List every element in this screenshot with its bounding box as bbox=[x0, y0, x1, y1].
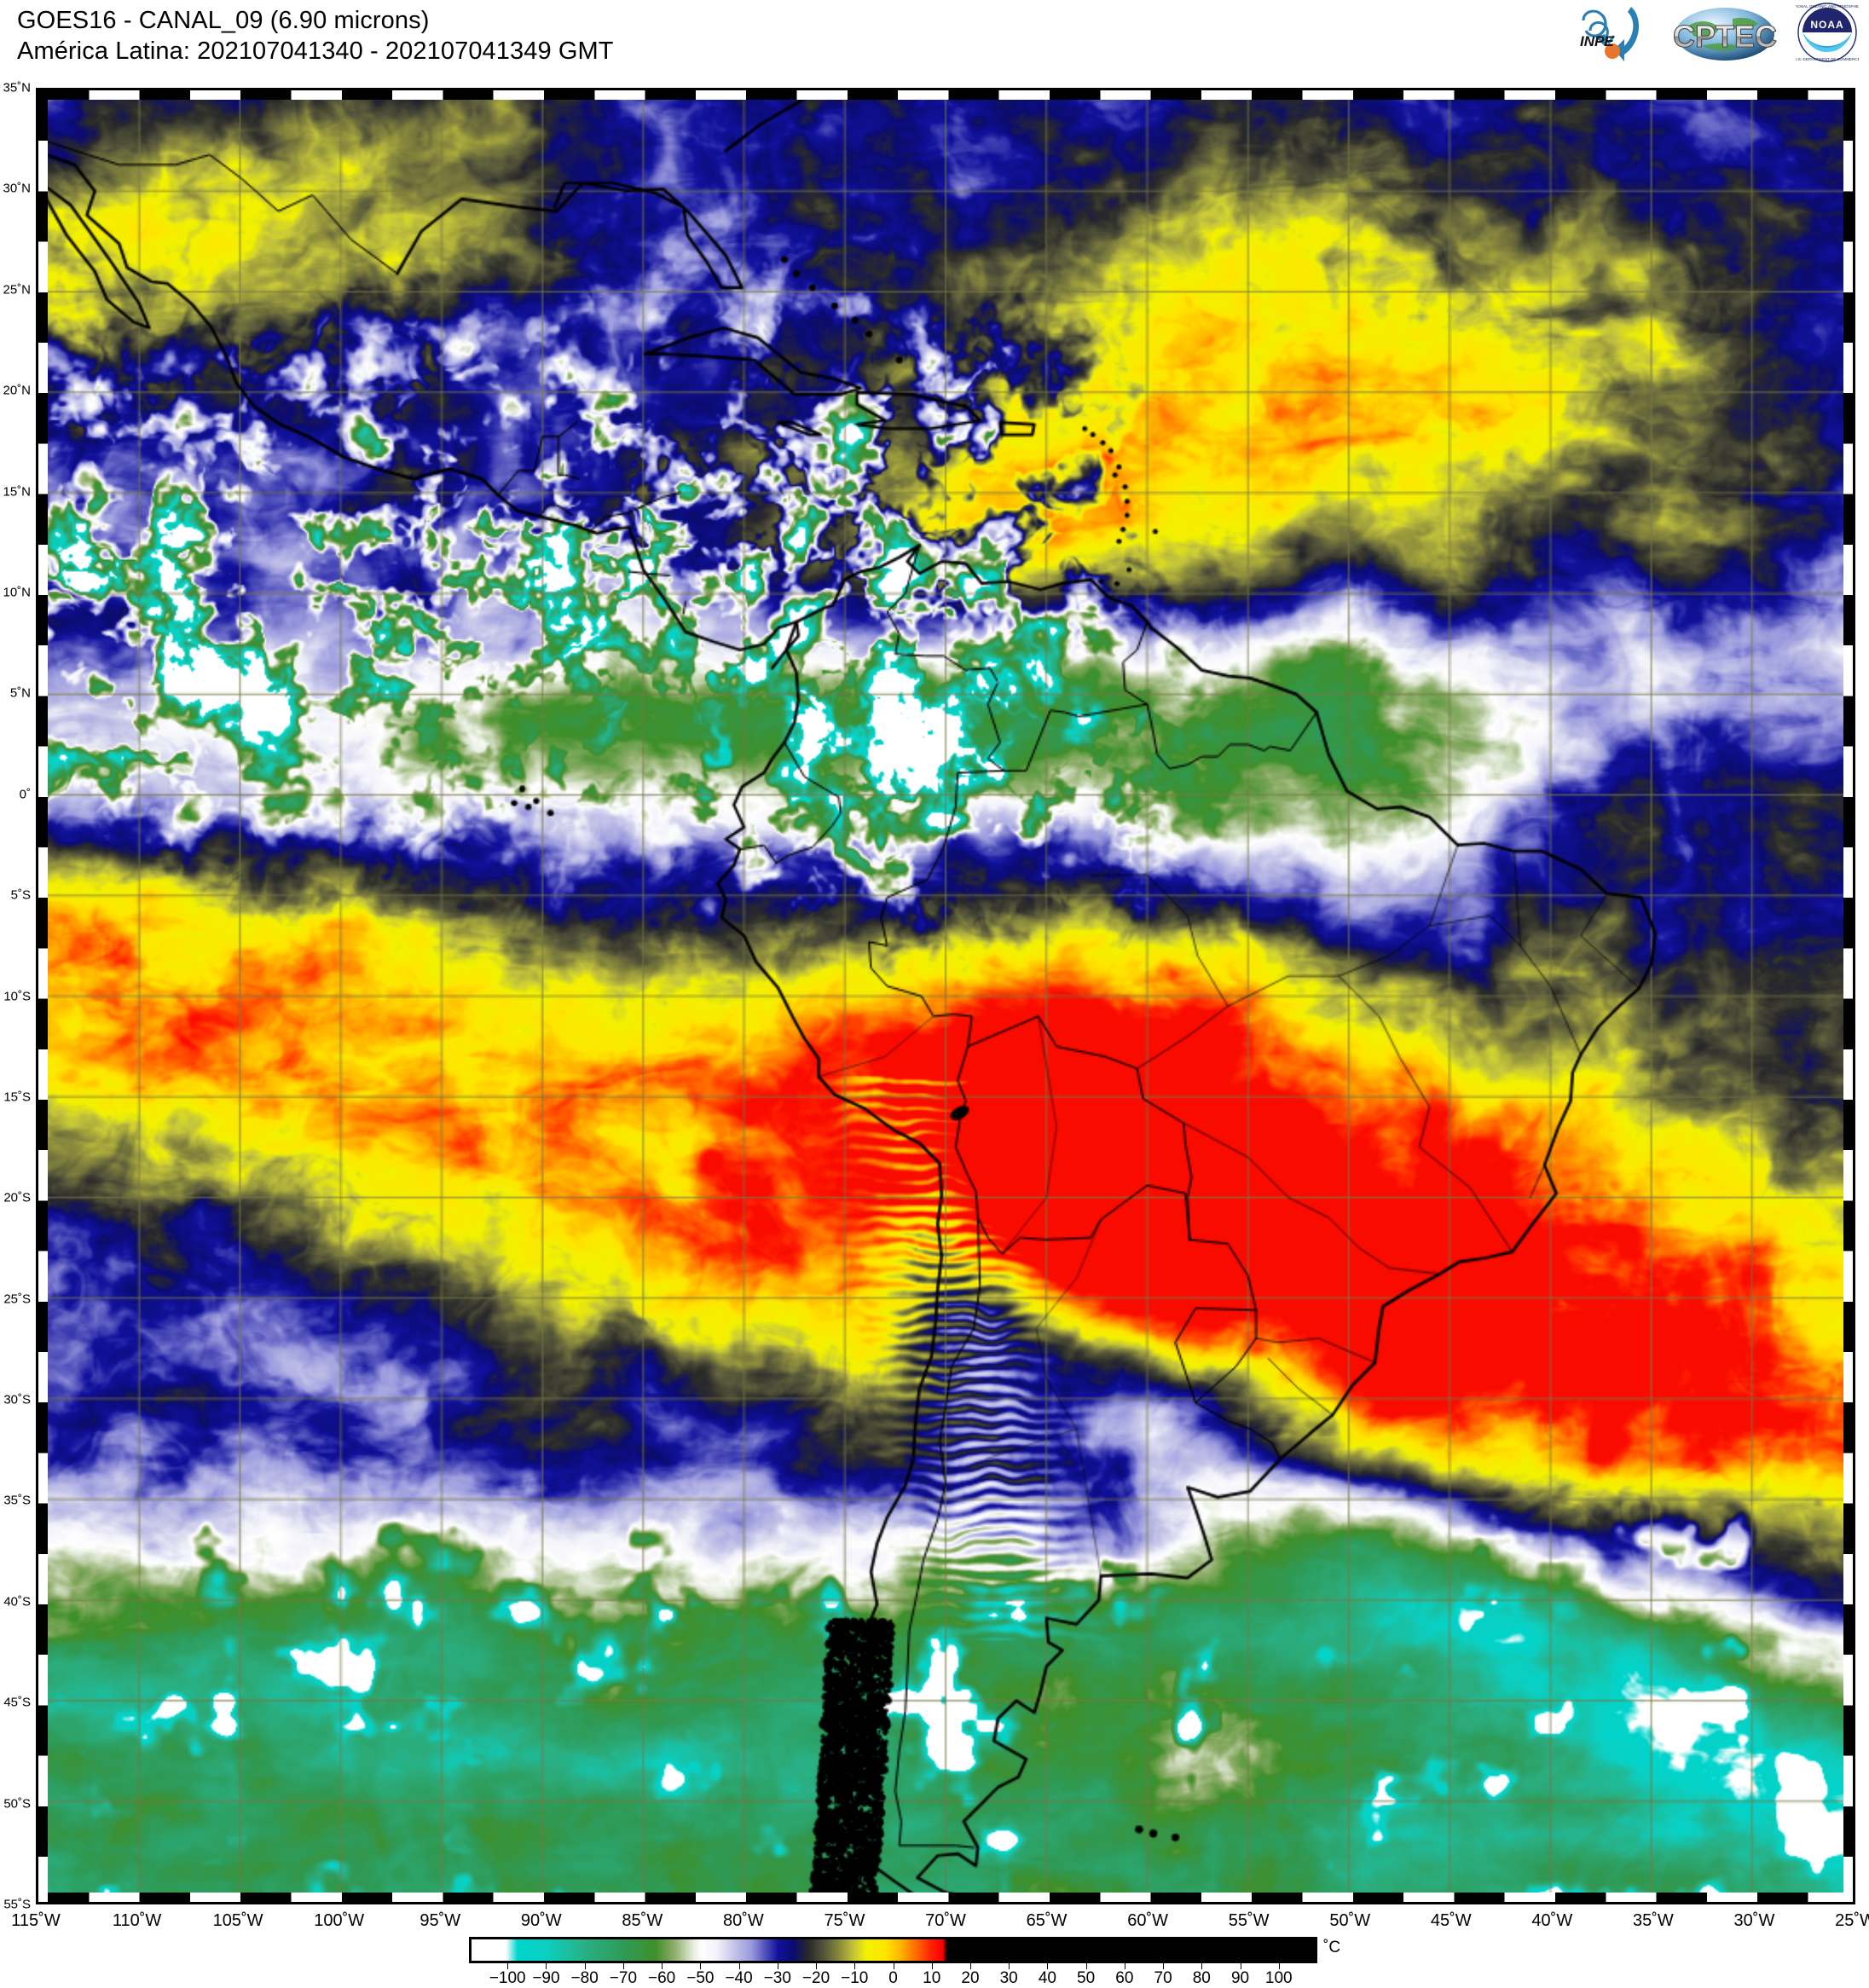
colorbar-tick bbox=[700, 1963, 701, 1969]
page-title: GOES16 - CANAL_09 (6.90 microns) bbox=[17, 7, 430, 35]
colorbar-tick-label: 100 bbox=[1265, 1969, 1293, 1988]
longitude-tick-label: 40˚W bbox=[1531, 1911, 1572, 1931]
cptec-logo: CPTEC bbox=[1673, 2, 1777, 63]
latitude-tick-label: 0˚ bbox=[20, 787, 31, 801]
latitude-tick-label: 40˚S bbox=[3, 1594, 31, 1609]
latitude-tick-label: 35˚S bbox=[3, 1494, 31, 1508]
longitude-axis: 115˚W 110˚W 105˚W 100˚W 95˚W 90˚W 85˚W 80˚W 75˚W… bbox=[36, 1906, 1855, 1935]
colorbar-tick-label: 90 bbox=[1231, 1969, 1249, 1988]
colorbar-tick bbox=[1009, 1963, 1010, 1969]
colorbar-tick-label: 10 bbox=[923, 1969, 940, 1988]
colorbar-tick-label: −20 bbox=[802, 1969, 830, 1988]
colorbar-tick-label: −40 bbox=[725, 1969, 752, 1988]
page-subtitle: América Latina: 202107041340 - 202107041… bbox=[17, 38, 614, 66]
latitude-tick-label: 45˚S bbox=[3, 1696, 31, 1710]
colorbar-tick bbox=[662, 1963, 663, 1969]
colorbar-tick-label: −80 bbox=[571, 1969, 599, 1988]
colorbar-tick-label: −30 bbox=[764, 1969, 791, 1988]
latitude-tick-label: 20˚N bbox=[3, 384, 31, 398]
header: GOES16 - CANAL_09 (6.90 microns) América… bbox=[0, 0, 1869, 85]
inpe-logo: INPE bbox=[1565, 2, 1654, 63]
colorbar-tick bbox=[1086, 1963, 1087, 1969]
colorbar-tick-label: 70 bbox=[1154, 1969, 1172, 1988]
svg-text:U.S. DEPARTMENT OF COMMERCE: U.S. DEPARTMENT OF COMMERCE bbox=[1796, 57, 1859, 61]
satellite-image-page: GOES16 - CANAL_09 (6.90 microns) América… bbox=[0, 0, 1869, 1985]
colorbar-tick bbox=[1047, 1963, 1048, 1969]
colorbar-tick bbox=[739, 1963, 740, 1969]
longitude-tick-label: 95˚W bbox=[420, 1911, 460, 1931]
colorbar-tick bbox=[816, 1963, 817, 1969]
longitude-tick-label: 75˚W bbox=[825, 1911, 865, 1931]
colorbar-tick bbox=[932, 1963, 933, 1969]
svg-text:INPE: INPE bbox=[1580, 33, 1614, 49]
colorbar-tick-label: −50 bbox=[686, 1969, 714, 1988]
colorbar-tick bbox=[970, 1963, 971, 1969]
longitude-tick-label: 110˚W bbox=[113, 1911, 161, 1931]
latitude-axis: 35˚N 30˚N 25˚N 20˚N 15˚N 10˚N 5˚N 0˚ 5˚S 10˚S 15˚S… bbox=[0, 88, 36, 1904]
latitude-tick-label: 5˚S bbox=[11, 888, 31, 903]
colorbar-ticks: −100 −90 −80 −70 −60 −50 −40 −30 −20 −10 0 10 20 30 40… bbox=[469, 1963, 1317, 1985]
latitude-tick-label: 10˚S bbox=[3, 989, 31, 1003]
latitude-tick-label: 55˚S bbox=[3, 1898, 31, 1912]
logo-group: INPE bbox=[1565, 2, 1859, 63]
colorbar-tick bbox=[1279, 1963, 1280, 1969]
colorbar-tick bbox=[854, 1963, 855, 1969]
latitude-tick-label: 35˚N bbox=[3, 81, 31, 95]
colorbar-unit-label: ˚C bbox=[1323, 1939, 1340, 1957]
colorbar-tick-label: −60 bbox=[648, 1969, 675, 1988]
latitude-tick-label: 10˚N bbox=[3, 585, 31, 599]
latitude-tick-label: 20˚S bbox=[3, 1191, 31, 1205]
latitude-tick-label: 15˚S bbox=[3, 1089, 31, 1104]
colorbar-gradient-box bbox=[469, 1937, 1317, 1963]
longitude-tick-label: 70˚W bbox=[925, 1911, 966, 1931]
colorbar-tick-label: 40 bbox=[1039, 1969, 1056, 1988]
latitude-tick-label: 50˚S bbox=[3, 1796, 31, 1811]
longitude-tick-label: 115˚W bbox=[11, 1911, 60, 1931]
colorbar-tick bbox=[1201, 1963, 1202, 1969]
colorbar: −100 −90 −80 −70 −60 −50 −40 −30 −20 −10 0 10 20 30 40… bbox=[469, 1937, 1317, 1985]
longitude-tick-label: 85˚W bbox=[622, 1911, 663, 1931]
longitude-tick-label: 90˚W bbox=[521, 1911, 562, 1931]
colorbar-tick-label: 0 bbox=[888, 1969, 898, 1988]
longitude-tick-label: 25˚W bbox=[1835, 1911, 1869, 1931]
colorbar-tick bbox=[546, 1963, 547, 1969]
longitude-tick-label: 100˚W bbox=[314, 1911, 364, 1931]
colorbar-tick-label: 50 bbox=[1077, 1969, 1095, 1988]
satellite-image-canvas[interactable] bbox=[38, 90, 1853, 1902]
longitude-tick-label: 80˚W bbox=[723, 1911, 764, 1931]
colorbar-tick-label: −90 bbox=[532, 1969, 559, 1988]
colorbar-tick-label: −100 bbox=[489, 1969, 526, 1988]
latitude-tick-label: 30˚N bbox=[3, 182, 31, 196]
latitude-tick-label: 15˚N bbox=[3, 484, 31, 499]
svg-text:NOAA: NOAA bbox=[1810, 19, 1843, 31]
colorbar-tick-label: 30 bbox=[1000, 1969, 1018, 1988]
colorbar-tick-label: 80 bbox=[1193, 1969, 1211, 1988]
longitude-tick-label: 50˚W bbox=[1329, 1911, 1370, 1931]
latitude-tick-label: 5˚N bbox=[10, 686, 31, 701]
longitude-tick-label: 30˚W bbox=[1734, 1911, 1775, 1931]
colorbar-tick-label: −70 bbox=[610, 1969, 637, 1988]
colorbar-tick bbox=[623, 1963, 624, 1969]
colorbar-tick bbox=[507, 1963, 508, 1969]
colorbar-tick bbox=[585, 1963, 586, 1969]
longitude-tick-label: 45˚W bbox=[1431, 1911, 1472, 1931]
colorbar-tick-label: 60 bbox=[1115, 1969, 1133, 1988]
latitude-tick-label: 25˚S bbox=[3, 1292, 31, 1306]
svg-text:NATIONAL OCEANIC AND ATMOSPHER: NATIONAL OCEANIC AND ATMOSPHERIC bbox=[1796, 4, 1859, 9]
svg-text:CPTEC: CPTEC bbox=[1673, 19, 1777, 54]
noaa-logo: NOAA NATIONAL OCEANIC AND ATMOSPHERIC U.… bbox=[1796, 2, 1859, 63]
colorbar-tick-label: −10 bbox=[841, 1969, 868, 1988]
colorbar-tick-label: 20 bbox=[961, 1969, 979, 1988]
colorbar-gradient bbox=[472, 1939, 1315, 1961]
colorbar-tick bbox=[1163, 1963, 1164, 1969]
latitude-tick-label: 30˚S bbox=[3, 1393, 31, 1407]
longitude-tick-label: 105˚W bbox=[213, 1911, 263, 1931]
satellite-map[interactable] bbox=[36, 88, 1855, 1904]
longitude-tick-label: 35˚W bbox=[1633, 1911, 1674, 1931]
longitude-tick-label: 65˚W bbox=[1027, 1911, 1068, 1931]
longitude-tick-label: 60˚W bbox=[1127, 1911, 1168, 1931]
latitude-tick-label: 25˚N bbox=[3, 282, 31, 297]
longitude-tick-label: 55˚W bbox=[1229, 1911, 1270, 1931]
